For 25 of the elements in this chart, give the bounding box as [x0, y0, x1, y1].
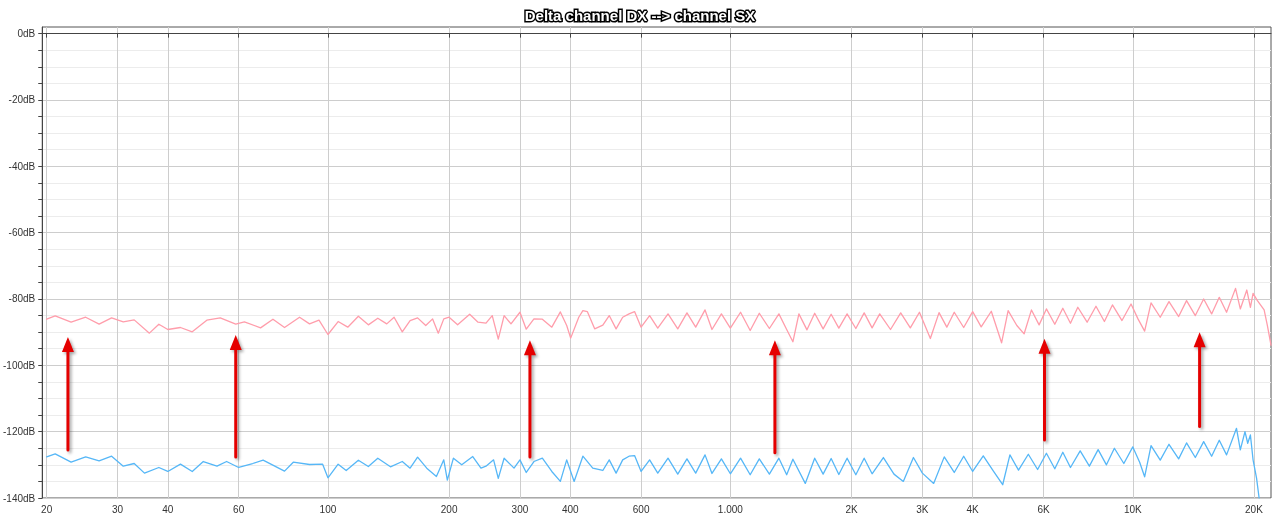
x-tick-label: 2K	[845, 503, 858, 515]
y-tick-label: -40dB	[8, 160, 36, 172]
chart-title: Delta channel DX --> channel SX	[524, 7, 756, 24]
x-tick-label: 200	[440, 503, 458, 515]
x-tick-label: 30	[111, 503, 124, 515]
x-tick-label: 1.000	[717, 503, 744, 515]
y-tick-label: -100dB	[3, 359, 36, 371]
y-tick-label: -60dB	[8, 227, 36, 239]
x-tick-label: 300	[511, 503, 529, 515]
x-tick-label: 20	[41, 503, 53, 515]
x-tick-label: 20K	[1245, 503, 1264, 515]
x-tick-label: 60	[233, 503, 245, 515]
x-tick-label: 100	[319, 503, 337, 515]
y-tick-label: 0dB	[17, 28, 36, 40]
x-tick-label: 10K	[1123, 503, 1143, 515]
x-tick-label: 6K	[1037, 503, 1050, 515]
x-tick-label: 3K	[916, 503, 929, 515]
y-tick-label: -140dB	[3, 492, 36, 504]
x-tick-label: 40	[162, 503, 174, 515]
x-tick-label: 600	[632, 503, 650, 515]
x-tick-label: 4K	[966, 503, 980, 515]
x-tick-label: 400	[561, 503, 580, 515]
y-tick-label: -120dB	[3, 426, 36, 438]
y-tick-label: -20dB	[8, 94, 36, 106]
y-tick-label: -80dB	[8, 293, 36, 305]
